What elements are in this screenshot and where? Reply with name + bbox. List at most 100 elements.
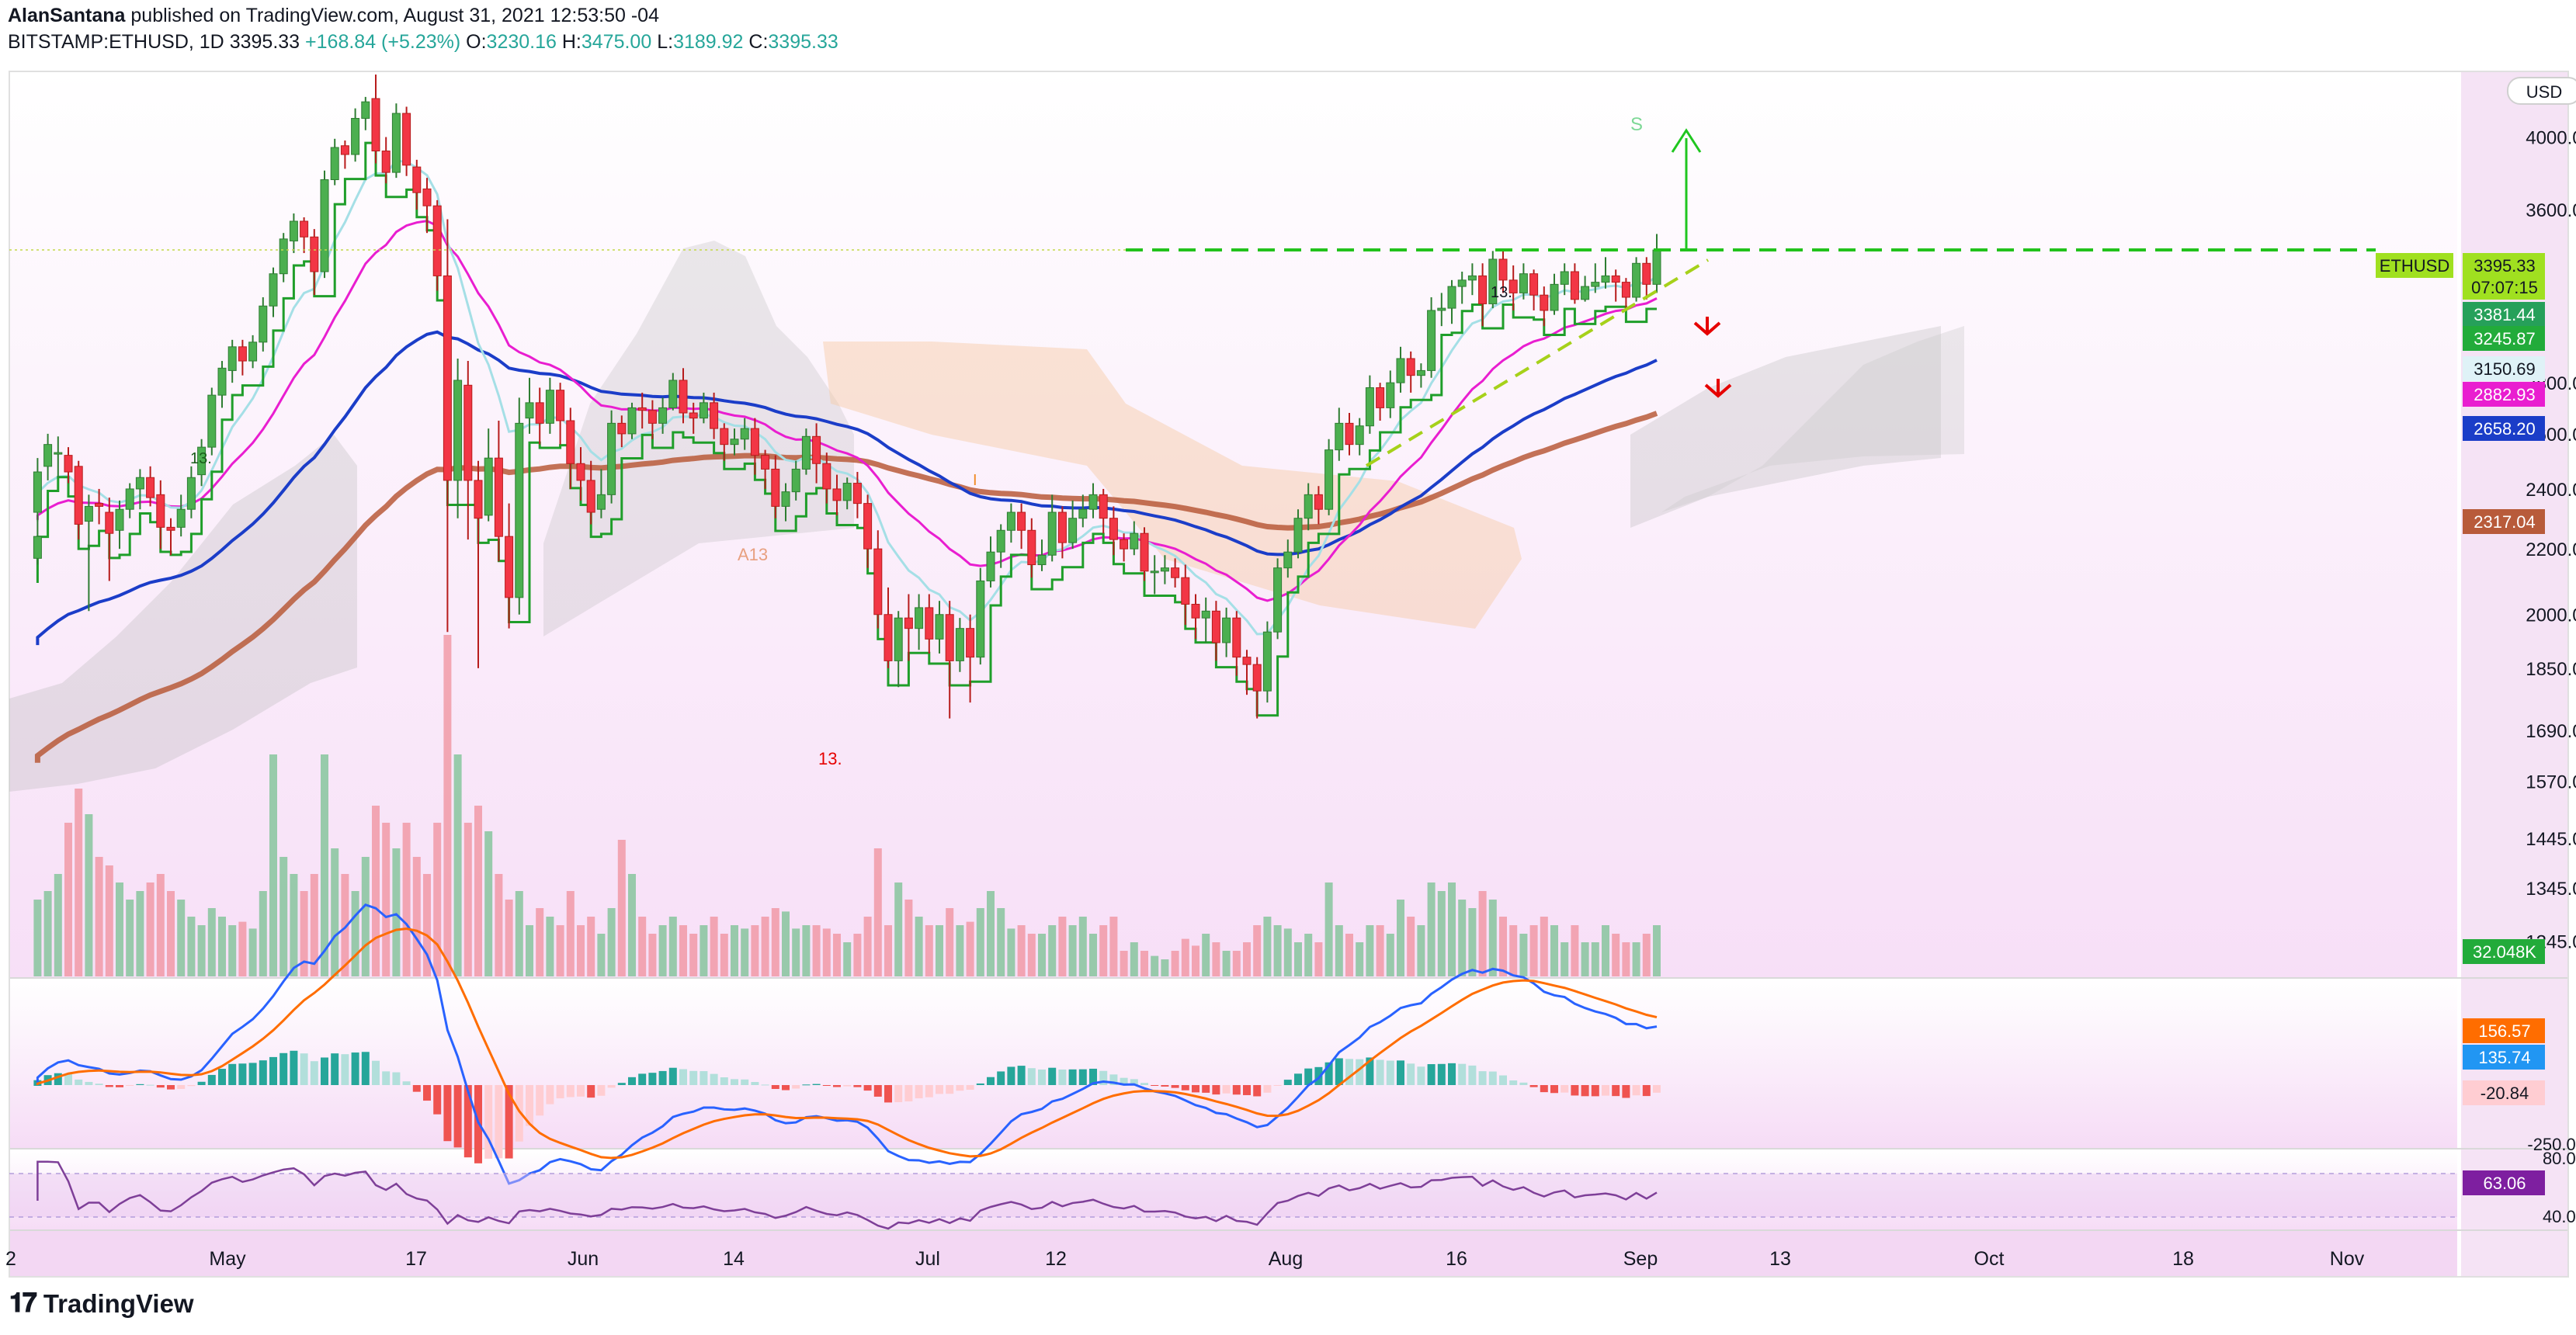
volume-bar [1386, 934, 1394, 976]
macd-histogram-bar [1499, 1075, 1507, 1085]
author-name[interactable]: AlanSantana [8, 5, 126, 26]
volume-bar [1068, 925, 1077, 976]
macd-histogram-bar [1048, 1067, 1057, 1085]
volume-bar [54, 874, 62, 976]
volume-bar [126, 900, 134, 976]
macd-histogram-bar [331, 1053, 339, 1085]
candle-body [54, 452, 63, 455]
candle-body [156, 494, 165, 528]
volume-bar [782, 911, 790, 976]
volume-bar [628, 874, 636, 976]
volume-bar [915, 917, 923, 976]
macd-histogram-bar [126, 1085, 134, 1087]
macd-histogram-bar [95, 1084, 103, 1085]
symbol-label[interactable]: BITSTAMP:ETHUSD, 1D [8, 31, 224, 53]
macd-histogram-bar [1335, 1058, 1343, 1085]
volume-bar [1253, 925, 1262, 976]
candle-countdown: 07:07:15 [2471, 278, 2538, 297]
volume-bar [658, 925, 667, 976]
candle-body [1314, 494, 1323, 510]
macd-histogram-bar [1078, 1069, 1087, 1085]
volume-value: 32.048K [2473, 942, 2536, 962]
macd-histogram-bar [1099, 1070, 1108, 1085]
candle-body [1068, 518, 1078, 543]
candle-body [1396, 358, 1405, 383]
volume-bar [1509, 925, 1518, 976]
volume-bar [463, 823, 472, 976]
volume-bar [556, 925, 564, 976]
macd-histogram-bar [1202, 1085, 1210, 1093]
volume-bar [279, 857, 288, 976]
candle-body [1376, 387, 1385, 408]
macd-histogram-bar [1356, 1059, 1364, 1085]
macd-histogram-bar [177, 1085, 186, 1089]
volume-bar [1273, 925, 1282, 976]
macd-histogram-bar [341, 1054, 349, 1085]
series-price-value: 3150.69 [2474, 359, 2536, 379]
series-price-label [2463, 302, 2545, 327]
volume-bar [741, 928, 749, 976]
macd-histogram-bar [1386, 1060, 1394, 1085]
time-tick-label: May [209, 1248, 246, 1270]
macd-histogram-bar [617, 1083, 626, 1085]
low-value: 3189.92 [673, 31, 744, 53]
macd-histogram-bar [1140, 1083, 1148, 1085]
macd-histogram-bar [1458, 1063, 1467, 1085]
candle-body [545, 390, 554, 424]
macd-histogram-bar [218, 1069, 226, 1085]
macd-histogram-bar [290, 1050, 298, 1085]
candle-body [1406, 358, 1415, 376]
ichimoku-cloud-bullish [823, 342, 1522, 629]
candle-body [115, 508, 124, 531]
macd-histogram-bar [505, 1085, 513, 1159]
macd-histogram-bar [105, 1085, 113, 1087]
macd-histogram-bar [1089, 1068, 1097, 1085]
volume-bar [1089, 934, 1097, 976]
candle-body [781, 491, 790, 507]
currency-label: USD [2526, 82, 2562, 102]
macd-histogram-bar [1273, 1085, 1282, 1086]
macd-histogram-bar [1212, 1085, 1220, 1095]
volume-bar [1192, 945, 1199, 976]
candle-body [863, 503, 873, 550]
macd-histogram-bar [1448, 1063, 1456, 1085]
macd-histogram-bar [956, 1085, 964, 1091]
candle-body [1293, 518, 1303, 553]
volume-bar [1602, 925, 1609, 976]
volume-label [2463, 939, 2545, 964]
volume-bar [1294, 942, 1302, 976]
high-value: 3475.00 [581, 31, 652, 53]
candle-body [535, 402, 544, 424]
symbol-tag-label: ETHUSD [2380, 256, 2449, 276]
macd-histogram-bar [116, 1085, 123, 1087]
macd-histogram-bar [1232, 1085, 1241, 1095]
volume-bar [136, 891, 144, 976]
candle-body [43, 444, 53, 467]
macd-histogram-bar [85, 1081, 93, 1085]
candle-body [915, 607, 924, 629]
candle-body [1120, 539, 1129, 550]
volume-bar [607, 908, 616, 976]
macd-histogram-bar [1632, 1085, 1640, 1096]
close-value: 3395.33 [768, 31, 838, 53]
candle-body [300, 220, 309, 238]
macd-histogram-bar [228, 1063, 237, 1085]
macd-histogram-bar [812, 1084, 821, 1085]
volume-bar [1263, 917, 1272, 976]
price-tick-label: 1445.00 [2526, 829, 2576, 850]
last-price-label [2463, 253, 2545, 300]
ichimoku-cloud-bearish [543, 241, 854, 636]
candle-body [84, 505, 93, 522]
volume-bar [1181, 938, 1189, 976]
volume-bar [966, 921, 974, 976]
macd-histogram-bar [1427, 1064, 1436, 1085]
candle-body [484, 457, 493, 516]
macd-histogram-bar [741, 1079, 749, 1085]
candle-body [340, 145, 349, 155]
candle-body [761, 455, 770, 470]
macd-histogram-bar [1397, 1060, 1404, 1085]
candle-body [1611, 275, 1620, 283]
candle-body [125, 488, 134, 510]
volume-bar [761, 917, 769, 976]
